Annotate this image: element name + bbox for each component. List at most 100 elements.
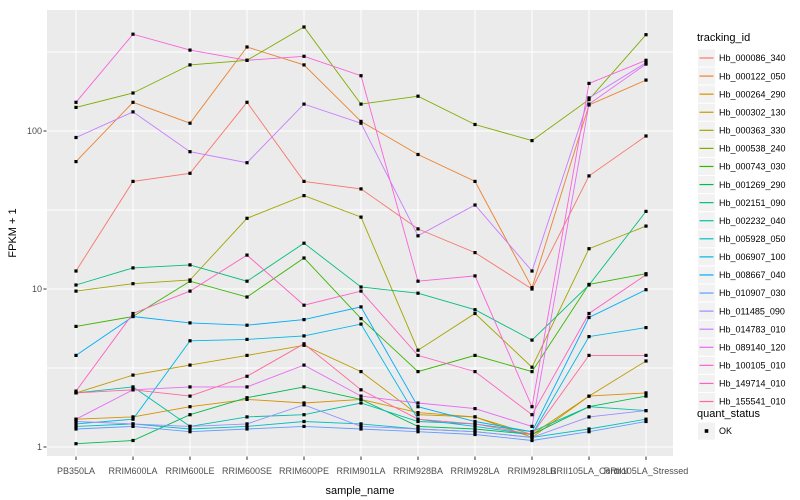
x-tick-label: RRIM600SE	[222, 466, 272, 476]
legend-label-Hb_000086_340: Hb_000086_340	[719, 53, 786, 63]
legend-key-square-ok	[704, 429, 709, 433]
data-point-marker	[644, 224, 648, 228]
data-point-marker	[131, 314, 135, 319]
data-point-marker	[245, 279, 249, 283]
legend-label-Hb_155541_010: Hb_155541_010	[719, 397, 786, 407]
data-point-marker	[245, 216, 249, 220]
data-point-marker	[359, 102, 363, 106]
data-point-marker	[644, 33, 648, 37]
data-point-marker	[473, 308, 477, 312]
data-point-marker	[245, 427, 249, 431]
data-point-marker	[188, 63, 192, 67]
data-point-marker	[587, 102, 591, 106]
data-point-marker	[131, 385, 135, 389]
data-point-marker	[188, 339, 192, 343]
data-point-marker	[644, 359, 648, 363]
data-point-marker	[131, 388, 135, 392]
legend-label-Hb_006907_100: Hb_006907_100	[719, 252, 786, 262]
x-tick-label: RRII105LA_Stressed	[604, 466, 689, 476]
legend-label-Hb_089140_120: Hb_089140_120	[719, 342, 786, 352]
data-point-marker	[245, 58, 249, 62]
data-point-marker	[416, 424, 420, 428]
x-tick-label: PB350LA	[57, 466, 95, 476]
data-point-marker	[530, 430, 534, 434]
data-point-marker	[302, 102, 306, 106]
data-point-marker	[302, 194, 306, 198]
data-point-marker	[74, 283, 78, 287]
data-point-marker	[245, 45, 249, 49]
data-point-marker	[644, 134, 648, 138]
data-point-marker	[587, 283, 591, 287]
data-point-marker	[74, 427, 78, 431]
data-point-marker	[245, 253, 249, 257]
x-tick-label: RRIM928BA	[393, 466, 443, 476]
data-point-marker	[302, 241, 306, 245]
data-point-marker	[245, 422, 249, 426]
data-point-marker	[416, 152, 420, 157]
data-point-marker	[644, 273, 648, 277]
x-tick-label: RRIM928LB	[507, 466, 556, 476]
data-point-marker	[587, 315, 591, 320]
data-point-marker	[644, 417, 648, 421]
data-point-marker	[302, 363, 306, 367]
data-point-marker	[245, 161, 249, 165]
y-tick-label: 100	[27, 126, 42, 136]
data-point-marker	[188, 413, 192, 417]
legend-label-Hb_000743_030: Hb_000743_030	[719, 162, 786, 172]
data-point-marker	[302, 401, 306, 405]
legend-label-Hb_010907_030: Hb_010907_030	[719, 288, 786, 298]
data-point-marker	[359, 215, 363, 219]
data-point-marker	[587, 335, 591, 339]
data-point-marker	[473, 432, 477, 437]
data-point-marker	[359, 427, 363, 431]
legend-label-Hb_001269_290: Hb_001269_290	[719, 180, 786, 190]
data-point-marker	[473, 415, 477, 419]
data-point-marker	[644, 353, 648, 357]
data-point-marker	[302, 334, 306, 338]
data-point-marker	[188, 363, 192, 367]
data-point-marker	[416, 353, 420, 357]
data-point-marker	[416, 405, 420, 409]
data-point-marker	[530, 338, 534, 342]
x-tick-label: RRII105LA_Control	[550, 466, 628, 476]
data-point-marker	[188, 48, 192, 52]
data-point-marker	[188, 321, 192, 325]
data-point-marker	[416, 94, 420, 98]
data-point-marker	[302, 403, 306, 407]
data-point-marker	[74, 269, 78, 273]
chart-generated-layers: PB350LA RRIM600LA RRIM600LE RRIM600SE RRIM60…	[27, 10, 786, 476]
data-point-marker	[359, 370, 363, 374]
data-point-marker	[416, 419, 420, 424]
data-point-marker	[359, 422, 363, 426]
data-point-marker	[587, 81, 591, 85]
data-point-marker	[416, 279, 420, 283]
data-point-marker	[416, 413, 420, 417]
x-tick-label: RRIM600LE	[165, 466, 214, 476]
data-point-marker	[473, 274, 477, 278]
data-point-marker	[74, 424, 78, 428]
legend-label-Hb_000363_330: Hb_000363_330	[719, 126, 786, 136]
data-point-marker	[416, 370, 420, 374]
data-point-marker	[359, 74, 363, 78]
legend-label-Hb_000122_050: Hb_000122_050	[719, 71, 786, 81]
data-point-marker	[416, 430, 420, 434]
data-point-marker	[245, 323, 249, 327]
data-point-marker	[188, 171, 192, 175]
data-point-marker	[188, 430, 192, 434]
data-point-marker	[644, 58, 648, 62]
legend-label-Hb_000264_290: Hb_000264_290	[719, 89, 786, 99]
data-point-marker	[131, 438, 135, 443]
data-point-marker	[131, 373, 135, 377]
legend-label-Hb_005928_050: Hb_005928_050	[719, 234, 786, 244]
data-point-marker	[131, 110, 135, 114]
data-point-marker	[359, 285, 363, 289]
data-point-marker	[416, 291, 420, 295]
data-point-marker	[530, 370, 534, 374]
data-point-marker	[302, 25, 306, 29]
data-point-marker	[188, 424, 192, 428]
data-point-marker	[245, 100, 249, 104]
data-point-marker	[473, 311, 477, 316]
data-point-marker	[473, 427, 477, 431]
data-point-marker	[74, 389, 78, 393]
